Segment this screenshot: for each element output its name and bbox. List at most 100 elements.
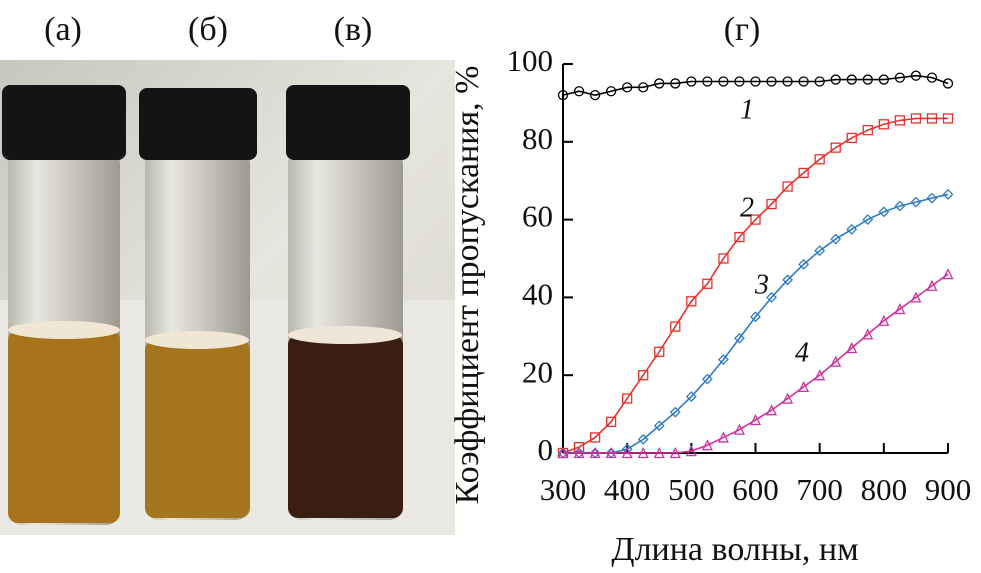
marker [669, 447, 681, 459]
marker [557, 447, 569, 459]
marker [782, 274, 794, 286]
marker [589, 432, 601, 443]
marker [830, 142, 841, 153]
y-tick-label: 20 [522, 354, 553, 389]
marker [910, 113, 922, 124]
marker [942, 78, 954, 89]
vial-b [139, 88, 257, 520]
marker [814, 245, 826, 257]
marker [638, 370, 649, 381]
marker [734, 332, 745, 344]
marker [685, 445, 697, 457]
marker [894, 303, 906, 315]
marker [814, 154, 825, 165]
marker [750, 311, 761, 323]
series-line [562, 117, 948, 454]
marker [862, 328, 874, 340]
marker [846, 223, 858, 235]
marker [894, 72, 906, 83]
marker [605, 416, 617, 428]
marker [798, 76, 809, 87]
marker [670, 78, 681, 89]
marker [589, 89, 601, 101]
marker [654, 78, 665, 89]
marker [894, 200, 906, 212]
curve-label: 4 [795, 337, 809, 368]
marker [589, 447, 601, 459]
curve-label: 3 [754, 269, 769, 300]
x-tick-label: 800 [861, 472, 908, 507]
y-axis-label: Коэффициент пропускания, % [449, 66, 486, 505]
marker [782, 76, 793, 87]
curve-label: 2 [740, 192, 754, 223]
vial-a [2, 85, 126, 525]
marker [717, 431, 729, 443]
marker [926, 113, 938, 124]
marker [573, 86, 585, 97]
marker [622, 393, 633, 404]
marker [814, 76, 825, 87]
marker [814, 369, 826, 381]
y-tick-label: 80 [522, 121, 553, 156]
y-tick-label: 60 [522, 199, 553, 234]
marker [942, 188, 954, 200]
marker [653, 447, 665, 459]
marker [638, 82, 649, 93]
x-tick-label: 600 [732, 472, 779, 507]
marker [926, 72, 938, 83]
marker [798, 258, 810, 270]
marker [942, 268, 954, 280]
marker [878, 206, 890, 218]
marker [637, 433, 649, 445]
curve-label: 1 [740, 94, 754, 125]
x-tick-label: 400 [604, 472, 651, 507]
marker [910, 70, 922, 81]
marker [622, 82, 633, 93]
marker [862, 74, 873, 85]
marker [878, 314, 890, 326]
y-tick-label: 100 [507, 43, 554, 78]
marker [654, 346, 665, 358]
marker [686, 76, 697, 87]
marker [942, 113, 954, 124]
marker [621, 447, 633, 459]
marker [573, 442, 585, 453]
marker [686, 296, 697, 307]
marker [734, 231, 745, 243]
panel-label: (а) [44, 11, 82, 48]
marker [701, 439, 713, 451]
marker [734, 76, 745, 87]
x-axis-label: Длина волны, нм [611, 531, 858, 568]
vial-c [286, 85, 410, 520]
marker [782, 181, 793, 192]
marker [766, 291, 777, 303]
marker [846, 74, 857, 85]
marker [685, 391, 697, 403]
marker [670, 321, 681, 332]
y-tick-label: 40 [522, 277, 553, 312]
x-tick-label: 900 [925, 472, 972, 507]
marker [894, 115, 906, 126]
marker [701, 373, 713, 385]
marker [846, 132, 857, 144]
y-tick-label: 0 [538, 432, 554, 467]
panel-label: (в) [334, 11, 373, 48]
marker [637, 447, 649, 459]
marker [910, 291, 922, 303]
series-line [562, 74, 949, 96]
marker [718, 76, 729, 87]
x-tick-label: 500 [668, 472, 715, 507]
marker [717, 354, 729, 366]
marker [798, 167, 809, 179]
marker [862, 124, 873, 136]
marker [669, 406, 681, 418]
marker [766, 198, 777, 210]
marker [910, 196, 922, 208]
marker [749, 413, 762, 426]
marker [862, 214, 874, 226]
marker [750, 214, 761, 225]
marker [573, 447, 585, 459]
marker [702, 278, 713, 289]
marker [782, 392, 794, 404]
